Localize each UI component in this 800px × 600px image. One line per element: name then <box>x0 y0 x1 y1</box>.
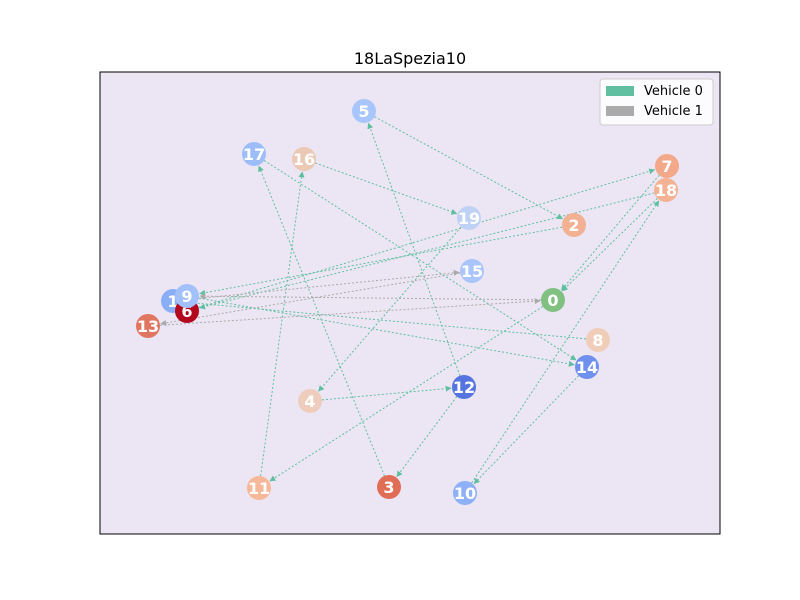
node-7: 7 <box>655 154 679 178</box>
route-edge <box>318 226 462 392</box>
node-circle <box>457 206 481 230</box>
node-15: 15 <box>460 259 484 283</box>
node-label: 12 <box>453 378 475 397</box>
node-2: 2 <box>562 213 586 237</box>
node-label: 10 <box>454 484 476 503</box>
node-label: 2 <box>568 216 579 235</box>
node-circle <box>175 284 199 308</box>
node-9: 9 <box>175 284 199 308</box>
node-label: 3 <box>383 478 394 497</box>
legend-label-vehicle-1: Vehicle 1 <box>644 104 703 119</box>
node-circle <box>298 389 322 413</box>
legend-swatch-vehicle-1 <box>606 106 634 116</box>
route-edge <box>198 168 656 309</box>
route-edge <box>367 122 461 376</box>
node-label: 18 <box>655 181 677 200</box>
node-circle <box>654 178 678 202</box>
legend-swatch-vehicle-0 <box>606 86 634 96</box>
legend-label-vehicle-0: Vehicle 0 <box>644 84 703 99</box>
route-edge <box>198 297 575 367</box>
node-8: 8 <box>586 328 610 352</box>
node-label: 14 <box>576 358 598 377</box>
node-label: 19 <box>458 209 480 228</box>
route-edge <box>159 298 541 326</box>
node-circle <box>541 288 565 312</box>
node-label: 4 <box>304 392 315 411</box>
node-circle <box>586 328 610 352</box>
route-edge <box>561 174 660 291</box>
route-edge <box>269 306 544 482</box>
node-circle <box>352 99 376 123</box>
node-18: 18 <box>654 178 678 202</box>
node-circle <box>292 147 316 171</box>
node-0: 0 <box>541 288 565 312</box>
node-12: 12 <box>452 375 476 399</box>
route-edge <box>315 162 458 215</box>
node-circle <box>452 375 476 399</box>
node-19: 19 <box>457 206 481 230</box>
node-label: 6 <box>181 302 192 321</box>
diagram-title: 18LaSpezia10 <box>354 49 466 68</box>
node-circle <box>377 475 401 499</box>
node-13: 13 <box>136 314 160 338</box>
route-edge <box>263 160 577 361</box>
route-edge <box>321 385 452 401</box>
node-label: 5 <box>358 102 369 121</box>
node-label: 17 <box>243 145 265 164</box>
node-label: 11 <box>248 479 270 498</box>
route-edge <box>199 226 563 296</box>
node-label: 9 <box>181 287 192 306</box>
node-5: 5 <box>352 99 376 123</box>
node-17: 17 <box>242 142 266 166</box>
node-circle <box>655 154 679 178</box>
route-edges <box>159 116 660 485</box>
route-edge <box>185 299 587 340</box>
node-11: 11 <box>247 476 271 500</box>
node-16: 16 <box>292 147 316 171</box>
route-edge <box>471 200 660 484</box>
node-circle <box>247 476 271 500</box>
route-edge <box>473 375 580 485</box>
node-circle <box>562 213 586 237</box>
node-label: 16 <box>293 150 315 169</box>
node-label: 1 <box>167 292 178 311</box>
legend: Vehicle 0 Vehicle 1 <box>599 78 714 126</box>
route-edge <box>199 293 542 301</box>
node-circle <box>453 481 477 505</box>
node-circle <box>136 314 160 338</box>
plot-area <box>99 71 721 535</box>
node-label: 13 <box>137 317 159 336</box>
route-edge <box>396 396 458 478</box>
route-edge <box>184 269 460 301</box>
node-label: 15 <box>461 262 483 281</box>
node-label: 8 <box>592 331 603 350</box>
route-edge <box>160 272 461 326</box>
node-3: 3 <box>377 475 401 499</box>
route-edge <box>260 171 305 477</box>
node-circle <box>575 355 599 379</box>
node-4: 4 <box>298 389 322 413</box>
node-14: 14 <box>575 355 599 379</box>
node-label: 0 <box>547 291 558 310</box>
node-label: 7 <box>661 157 672 176</box>
node-circle <box>242 142 266 166</box>
node-circle <box>460 259 484 283</box>
node-10: 10 <box>453 481 477 505</box>
